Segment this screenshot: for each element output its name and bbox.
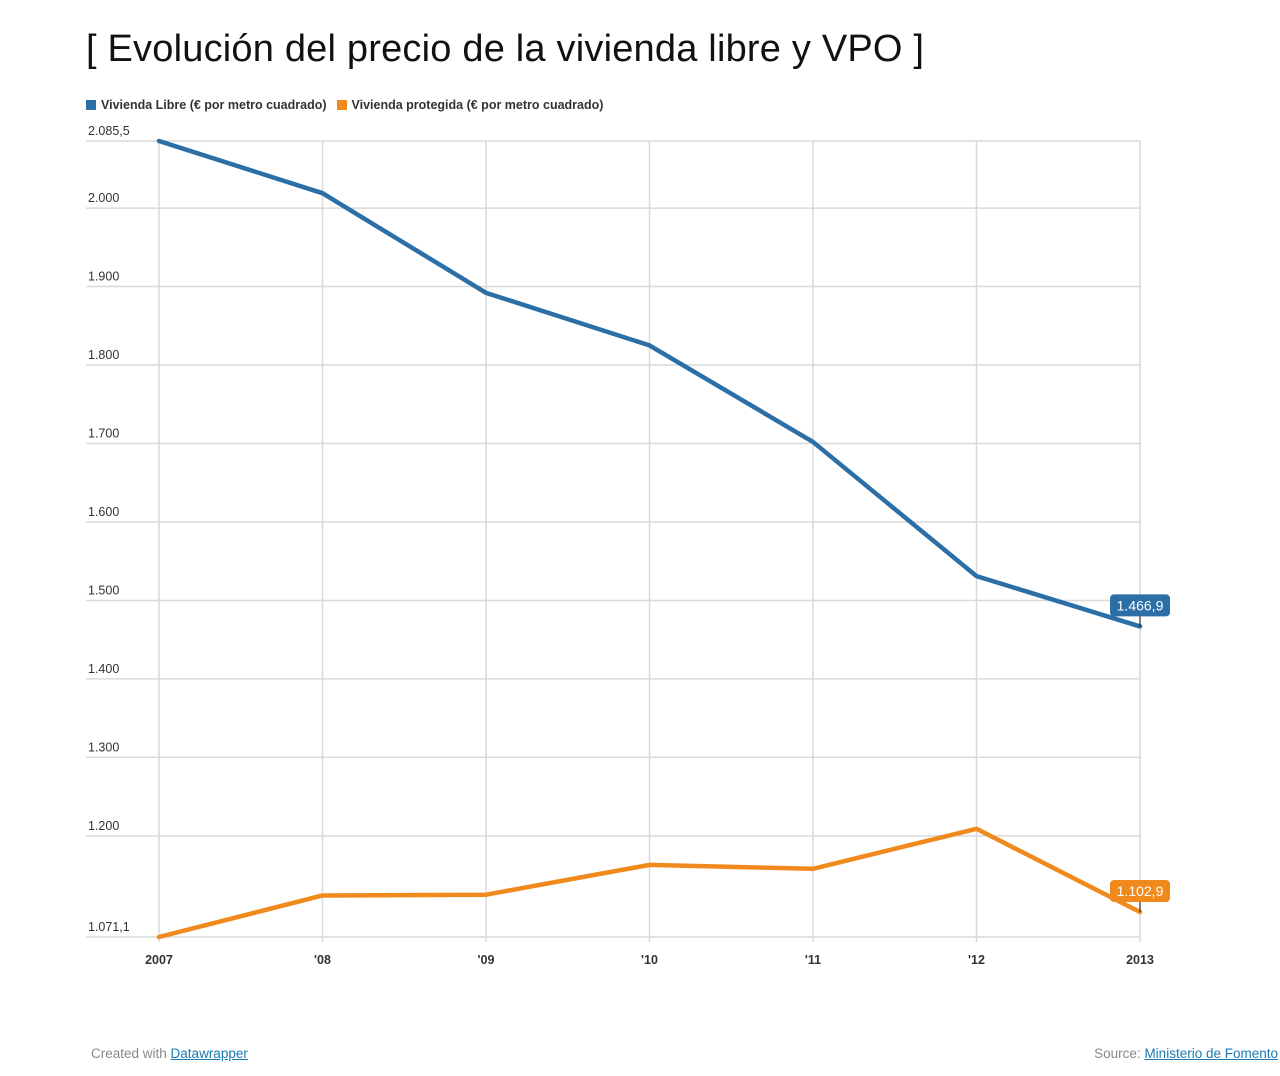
y-tick-label: 1.600	[88, 505, 119, 519]
x-tick-label: 2007	[145, 953, 173, 967]
x-tick-label: '11	[805, 953, 821, 967]
y-tick-label: 1.400	[88, 662, 119, 676]
y-tick-label: 1.900	[88, 270, 119, 284]
end-label-box	[1110, 594, 1170, 617]
legend-swatch-vivienda-libre	[86, 100, 96, 110]
legend-label-vivienda-libre: Vivienda Libre (€ por metro cuadrado)	[101, 98, 327, 112]
chart-title: [ Evolución del precio de la vivienda li…	[86, 28, 925, 70]
y-tick-label: 1.200	[88, 819, 119, 833]
end-value-label: 1.102,9	[1117, 883, 1164, 899]
y-tick-label: 1.500	[88, 583, 119, 597]
legend-label-vivienda-protegida: Vivienda protegida (€ por metro cuadrado…	[351, 98, 604, 112]
x-tick-label: '08	[314, 953, 331, 967]
footer-source-prefix: Source:	[1094, 1046, 1145, 1061]
x-tick-label: '10	[641, 953, 658, 967]
x-tick-label: '09	[478, 953, 495, 967]
y-tick-label: 1.300	[88, 740, 119, 754]
chart-legend: Vivienda Libre (€ por metro cuadrado) Vi…	[86, 98, 603, 112]
y-tick-label: 1.700	[88, 427, 119, 441]
line-chart: 2.085,5 2.000 1.900 1.800 1.700 1.600 1.500 1.4…	[86, 124, 1170, 967]
y-tick-label: 1.800	[88, 348, 119, 362]
datawrapper-link[interactable]: Datawrapper	[170, 1046, 248, 1061]
footer-created-prefix: Created with	[91, 1046, 171, 1061]
y-tick-label: 1.071,1	[88, 920, 130, 934]
footer-source: Source: Ministerio de Fomento	[1094, 1046, 1278, 1061]
end-value-label: 1.466,9	[1117, 597, 1164, 613]
end-label-box	[1110, 880, 1170, 903]
footer-credit: Created with Datawrapper	[91, 1046, 248, 1061]
legend-item-vivienda-protegida: Vivienda protegida (€ por metro cuadrado…	[336, 98, 604, 112]
y-tick-label: 2.000	[88, 191, 119, 205]
x-tick-label: 2013	[1126, 953, 1154, 967]
legend-item-vivienda-libre: Vivienda Libre (€ por metro cuadrado)	[86, 98, 327, 112]
legend-swatch-vivienda-protegida	[336, 100, 347, 110]
x-tick-label: '12	[968, 953, 985, 967]
series-line-1	[156, 826, 1143, 940]
series-line-0	[156, 138, 1143, 629]
y-tick-label: 2.085,5	[88, 124, 130, 138]
source-link[interactable]: Ministerio de Fomento	[1144, 1046, 1278, 1061]
